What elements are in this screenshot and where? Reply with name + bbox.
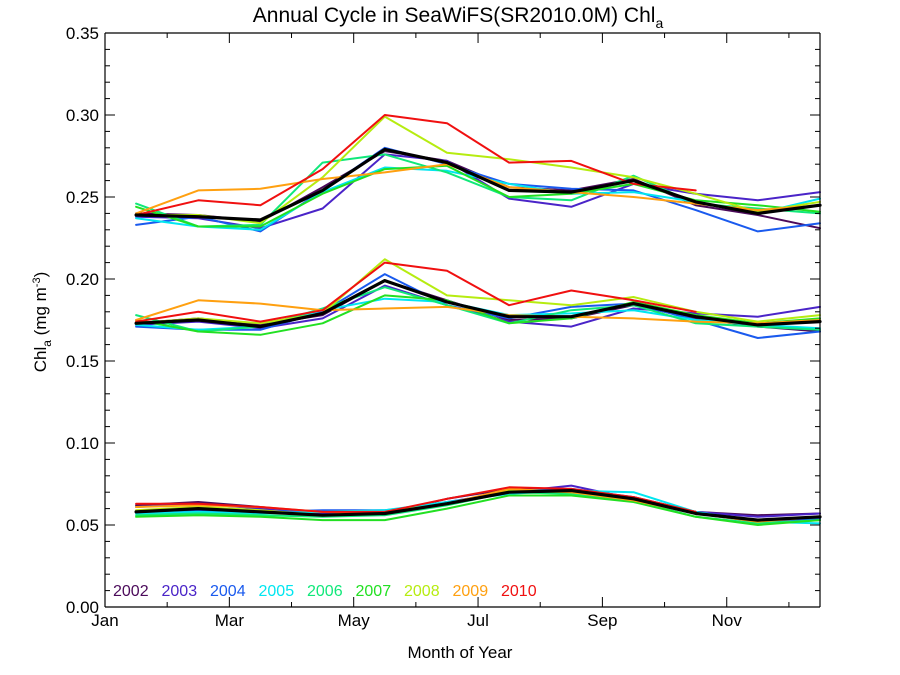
series-2007-line-1	[135, 164, 821, 228]
y-tick-label: 0.15	[66, 352, 99, 371]
y-tick-label: 0.35	[66, 24, 99, 43]
x-tick-label: Jul	[467, 611, 489, 630]
tick-labels: 0.00 0.05 0.10 0.15 0.20 0.25 0.30 0.35 Jan Mar Ma…	[66, 24, 742, 630]
series-2008-line-2	[135, 258, 821, 325]
y-tick-label: 0.25	[66, 188, 99, 207]
mean-series-line-3	[134, 489, 822, 522]
legend-entry-2010: 2010	[501, 583, 537, 600]
legend: 2002 2003 2004 2005 2006 2007 2008 2009 2010	[113, 583, 537, 600]
legend-entry-2003: 2003	[162, 583, 198, 600]
y-tick-label: 0.00	[66, 598, 99, 617]
legend-entry-2005: 2005	[259, 583, 295, 600]
series-2006-line-2	[135, 286, 821, 333]
tick-marks	[104, 32, 820, 608]
legend-entry-2004: 2004	[210, 583, 246, 600]
x-tick-label: Sep	[587, 611, 617, 630]
x-tick-label: May	[338, 611, 371, 630]
series-2010-line-2	[135, 261, 697, 323]
legend-entry-2002: 2002	[113, 583, 149, 600]
legend-entry-2007: 2007	[356, 583, 392, 600]
legend-entry-2008: 2008	[404, 583, 440, 600]
x-tick-label: Mar	[215, 611, 245, 630]
y-tick-label: 0.20	[66, 270, 99, 289]
chart-title: Annual Cycle in SeaWiFS(SR2010.0M) Chla	[253, 4, 664, 31]
series-2009-line-2	[135, 299, 821, 325]
x-tick-label: Nov	[712, 611, 743, 630]
y-tick-label: 0.10	[66, 434, 99, 453]
series-2010-line-3	[135, 486, 697, 513]
series-lines	[134, 114, 822, 526]
y-axis-title: Chla (mg m-3)	[31, 272, 54, 373]
y-tick-label: 0.05	[66, 516, 99, 535]
series-2008-line-1	[135, 115, 821, 225]
mean-series-line-2	[134, 279, 822, 329]
series-2010-line-1	[135, 114, 697, 216]
legend-entry-2006: 2006	[307, 583, 343, 600]
x-tick-label: Jan	[91, 611, 118, 630]
legend-entry-2009: 2009	[453, 583, 489, 600]
y-tick-label: 0.30	[66, 106, 99, 125]
series-2007-line-3	[135, 494, 821, 526]
axes	[104, 32, 821, 608]
mean-series-line-1	[134, 147, 822, 222]
x-axis-title: Month of Year	[408, 643, 513, 662]
